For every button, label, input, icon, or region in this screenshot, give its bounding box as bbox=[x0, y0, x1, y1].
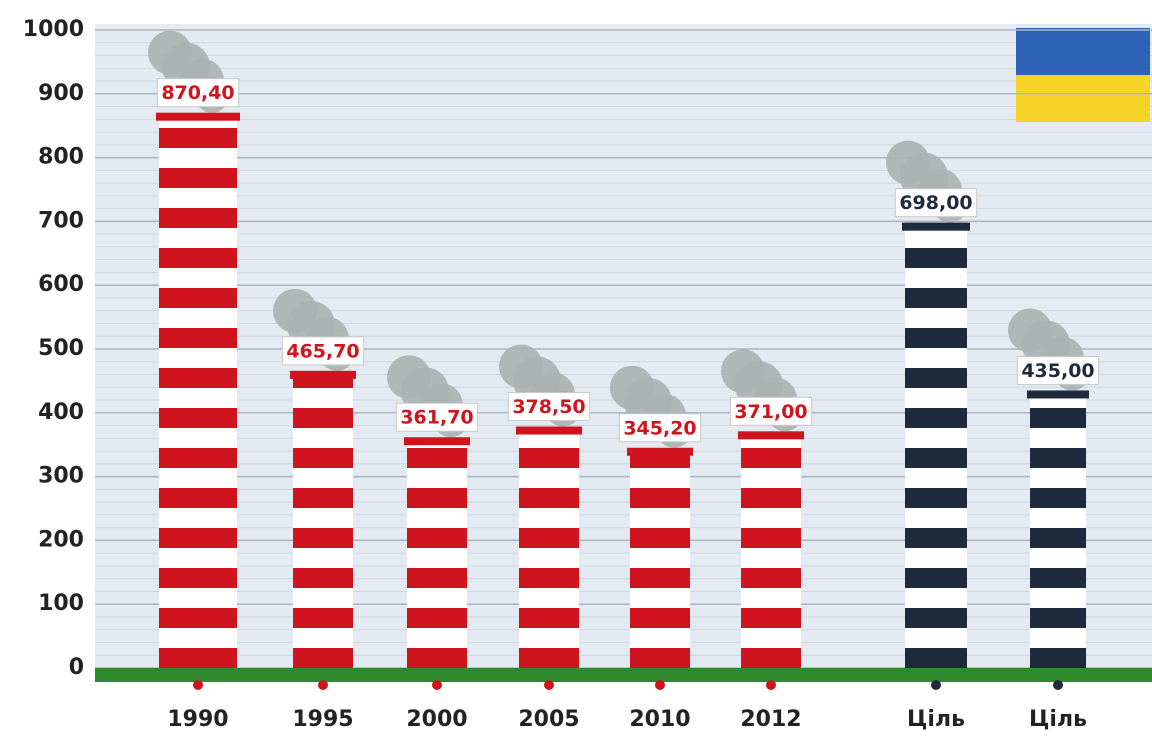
y-tick-label: 600 bbox=[38, 272, 84, 297]
bar bbox=[630, 447, 690, 668]
x-tick-dot bbox=[318, 680, 328, 690]
value-label-box bbox=[281, 336, 365, 366]
y-tick-label: 900 bbox=[38, 81, 84, 106]
bar-cap bbox=[290, 370, 356, 379]
bar bbox=[1030, 390, 1086, 668]
bar-cap bbox=[516, 426, 582, 435]
bar bbox=[741, 431, 801, 668]
bar bbox=[293, 370, 353, 668]
x-tick-dot bbox=[766, 680, 776, 690]
x-tick-label: 2005 bbox=[518, 707, 579, 732]
bar-cap bbox=[1027, 390, 1089, 399]
ground bbox=[95, 668, 1152, 682]
y-tick-label: 100 bbox=[38, 591, 84, 616]
bar bbox=[407, 437, 467, 668]
y-tick-label: 0 bbox=[69, 655, 84, 680]
bar-cap bbox=[902, 222, 970, 231]
x-tick-dot bbox=[1053, 680, 1063, 690]
bar-cap bbox=[627, 447, 693, 456]
y-tick-label: 300 bbox=[38, 464, 84, 489]
value-label-box bbox=[618, 413, 702, 443]
x-tick-label: Ціль bbox=[907, 707, 965, 732]
value-label-box bbox=[729, 396, 813, 426]
x-tick-label: 1990 bbox=[167, 707, 228, 732]
value-label: 371,00 bbox=[734, 401, 807, 423]
y-tick-label: 500 bbox=[38, 336, 84, 361]
x-tick-dot bbox=[544, 680, 554, 690]
bar bbox=[159, 112, 237, 668]
y-tick-label: 700 bbox=[38, 208, 84, 233]
plot-background bbox=[95, 24, 1152, 672]
y-tick-label: 1000 bbox=[23, 17, 84, 42]
y-tick-label: 200 bbox=[38, 527, 84, 552]
y-tick-label: 800 bbox=[38, 145, 84, 170]
flag-blue bbox=[1016, 28, 1150, 75]
bar bbox=[519, 426, 579, 668]
flag-yellow bbox=[1016, 75, 1150, 122]
value-label-box bbox=[1016, 355, 1100, 385]
bar bbox=[905, 222, 967, 668]
bar-cap bbox=[404, 437, 470, 446]
x-tick-dot bbox=[931, 680, 941, 690]
value-label-box bbox=[507, 392, 591, 422]
x-tick-dot bbox=[432, 680, 442, 690]
x-tick-dot bbox=[193, 680, 203, 690]
value-label: 870,40 bbox=[161, 82, 234, 104]
x-tick-label: 2010 bbox=[629, 707, 690, 732]
value-label: 435,00 bbox=[1021, 360, 1094, 382]
bar-cap bbox=[156, 112, 240, 121]
value-label: 378,50 bbox=[512, 396, 585, 418]
x-tick-dot bbox=[655, 680, 665, 690]
x-tick-label: 2012 bbox=[740, 707, 801, 732]
x-tick-label: 1995 bbox=[292, 707, 353, 732]
value-label: 345,20 bbox=[623, 417, 696, 439]
value-label: 698,00 bbox=[899, 192, 972, 214]
value-label-box bbox=[156, 78, 240, 108]
x-tick-label: 2000 bbox=[406, 707, 467, 732]
bar-cap bbox=[738, 431, 804, 440]
value-label: 465,70 bbox=[286, 340, 359, 362]
x-tick-label: Ціль bbox=[1029, 707, 1087, 732]
y-tick-label: 400 bbox=[38, 400, 84, 425]
value-label-box bbox=[894, 188, 978, 218]
value-label-box bbox=[395, 402, 479, 432]
value-label: 361,70 bbox=[400, 407, 473, 429]
